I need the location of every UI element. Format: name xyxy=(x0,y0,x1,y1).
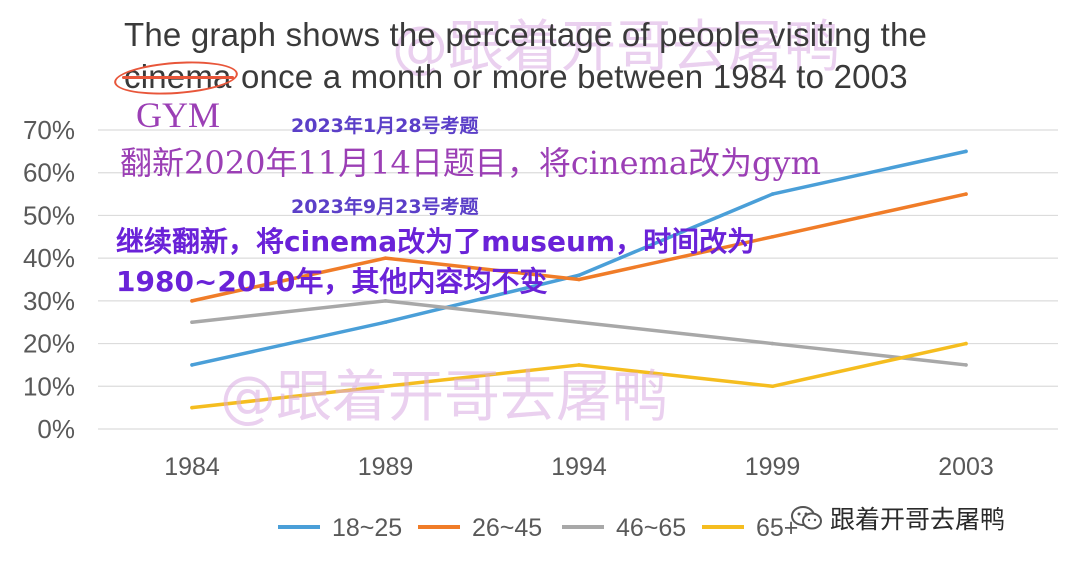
data-point xyxy=(383,320,388,325)
strike-through-mark xyxy=(122,76,234,79)
data-point xyxy=(964,341,968,346)
data-point xyxy=(770,341,775,346)
title-line-2-rest: once a month or more between 1984 to 200… xyxy=(231,58,908,95)
legend-label: 65+ xyxy=(756,514,798,542)
replacement-word: GYM xyxy=(136,95,221,135)
data-point xyxy=(577,320,581,325)
y-tick-label: 50% xyxy=(23,200,75,230)
data-point xyxy=(770,192,775,196)
chart-title-line-2: cinema once a month or more between 1984… xyxy=(113,57,908,99)
data-point xyxy=(383,384,388,389)
y-tick-label: 40% xyxy=(23,243,75,273)
y-tick-label: 10% xyxy=(23,371,75,401)
data-point xyxy=(964,192,968,196)
x-axis-tick-labels: 1984 1989 1994 1999 2003 xyxy=(164,453,994,481)
x-tick-label: 1984 xyxy=(164,453,220,481)
revision-note-2: 继续翻新，将cinema改为了museum，时间改为 1980~2010年，其他… xyxy=(116,222,906,302)
watermark-middle: @跟着开哥去屠鸭 xyxy=(220,365,668,430)
data-point xyxy=(964,149,968,154)
data-point xyxy=(190,363,194,367)
data-point xyxy=(770,384,775,389)
brand-name: 跟着开哥去屠鸭 xyxy=(830,505,1006,534)
wechat-icon xyxy=(790,504,824,538)
data-point xyxy=(577,277,581,282)
data-point xyxy=(964,363,968,367)
data-point xyxy=(770,234,775,239)
legend-label: 26~45 xyxy=(472,514,542,542)
x-tick-label: 1999 xyxy=(745,453,801,481)
revision-note-2-line-1: 继续翻新，将cinema改为了museum，时间改为 xyxy=(116,225,756,258)
legend-label: 18~25 xyxy=(332,514,402,542)
y-tick-label: 0% xyxy=(37,414,75,444)
x-tick-label: 1994 xyxy=(551,453,607,481)
struck-word: cinema xyxy=(113,57,239,99)
data-point xyxy=(190,299,194,303)
legend-label: 46~65 xyxy=(616,514,686,542)
exam-date-2: 2023年9月23号考题 xyxy=(291,196,479,218)
legend: 18~25 26~45 46~65 65+ xyxy=(278,514,798,542)
watermark-top: @跟着开哥去屠鸭 xyxy=(392,15,840,80)
data-point xyxy=(577,273,581,278)
series-lines xyxy=(190,149,968,410)
brand-label: 跟着开哥去屠鸭 xyxy=(790,500,1005,538)
data-point xyxy=(577,363,581,367)
chart-title-line-1: The graph shows the percentage of people… xyxy=(124,16,928,53)
revision-note-2-line-2: 1980~2010年，其他内容均不变 xyxy=(116,265,548,298)
data-point xyxy=(190,320,194,325)
revision-note-1: 翻新2020年11月14日题目，将cinema改为gym xyxy=(120,144,821,182)
gridlines xyxy=(98,129,1058,430)
y-tick-label: 70% xyxy=(23,115,75,145)
x-tick-label: 2003 xyxy=(938,453,994,481)
data-point xyxy=(190,405,194,410)
y-axis-tick-labels: 0% 10% 20% 30% 40% 50% 60% 70% xyxy=(23,115,75,444)
x-tick-label: 1989 xyxy=(358,453,414,481)
y-tick-label: 60% xyxy=(23,158,75,188)
exam-date-1: 2023年1月28号考题 xyxy=(291,115,479,137)
y-tick-label: 30% xyxy=(23,286,75,316)
data-point xyxy=(383,299,388,303)
data-point xyxy=(383,256,388,260)
y-tick-label: 20% xyxy=(23,329,75,359)
